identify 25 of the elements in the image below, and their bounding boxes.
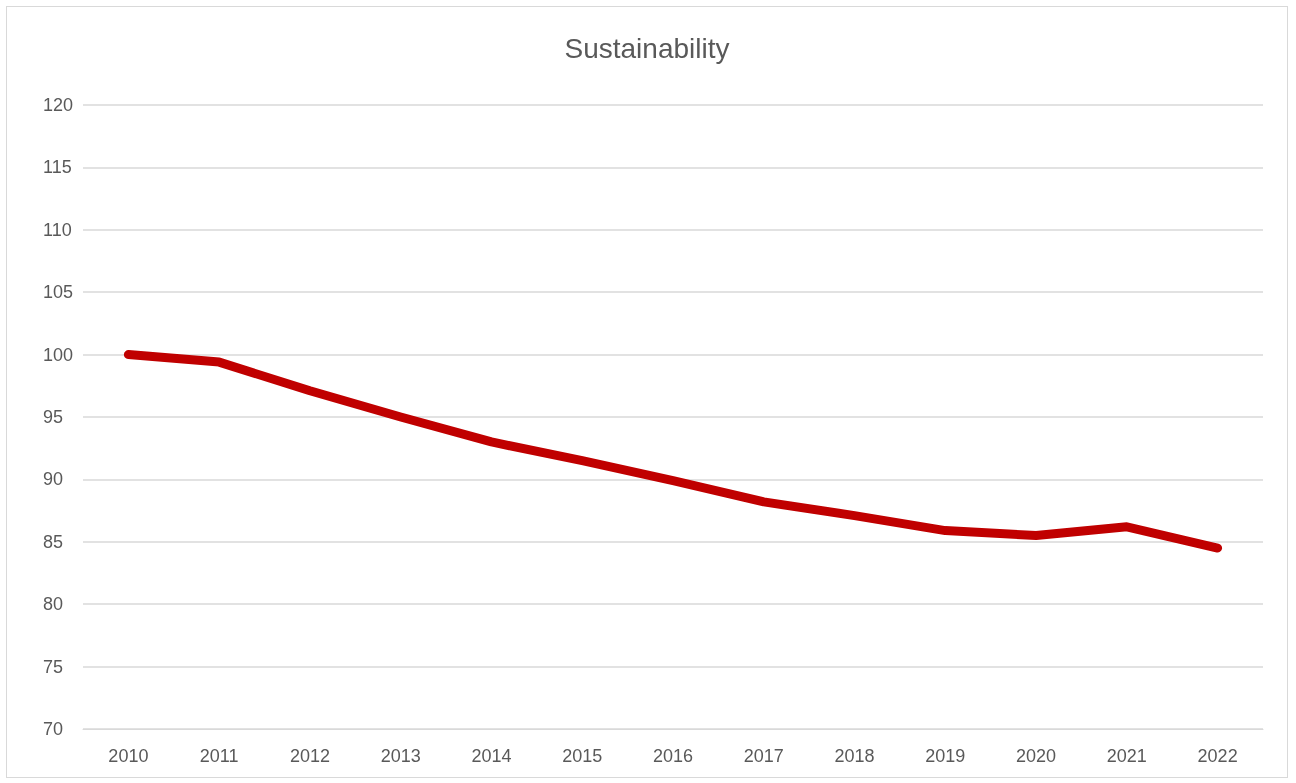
y-tick-label: 75	[43, 656, 64, 677]
x-tick-label: 2011	[199, 746, 239, 766]
x-tick-label: 2014	[471, 746, 512, 766]
x-tick-label: 2017	[743, 746, 784, 766]
x-tick-label: 2016	[652, 746, 694, 766]
y-tick-label: 90	[43, 469, 64, 490]
x-tick-label: 2015	[562, 746, 603, 766]
y-tick-label: 110	[43, 219, 72, 240]
x-tick-label: 2012	[289, 746, 330, 766]
x-tick-label: 2021	[1106, 746, 1147, 766]
x-tick-label: 2018	[834, 746, 875, 766]
x-tick-label: 2010	[108, 746, 149, 766]
y-tick-label: 100	[43, 344, 74, 365]
y-tick-label: 80	[43, 594, 64, 615]
x-tick-label: 2020	[1016, 746, 1057, 766]
y-tick-label: 115	[43, 157, 72, 178]
x-tick-label: 2022	[1197, 746, 1238, 766]
y-tick-label: 120	[43, 95, 74, 115]
y-tick-label: 85	[43, 531, 64, 552]
chart-title: Sustainability	[564, 32, 730, 64]
y-tick-label: 105	[43, 282, 74, 303]
y-tick-label: 70	[43, 719, 64, 739]
y-tick-label: 95	[43, 407, 64, 427]
x-tick-label: 2013	[380, 746, 421, 766]
x-tick-label: 2019	[925, 746, 966, 766]
